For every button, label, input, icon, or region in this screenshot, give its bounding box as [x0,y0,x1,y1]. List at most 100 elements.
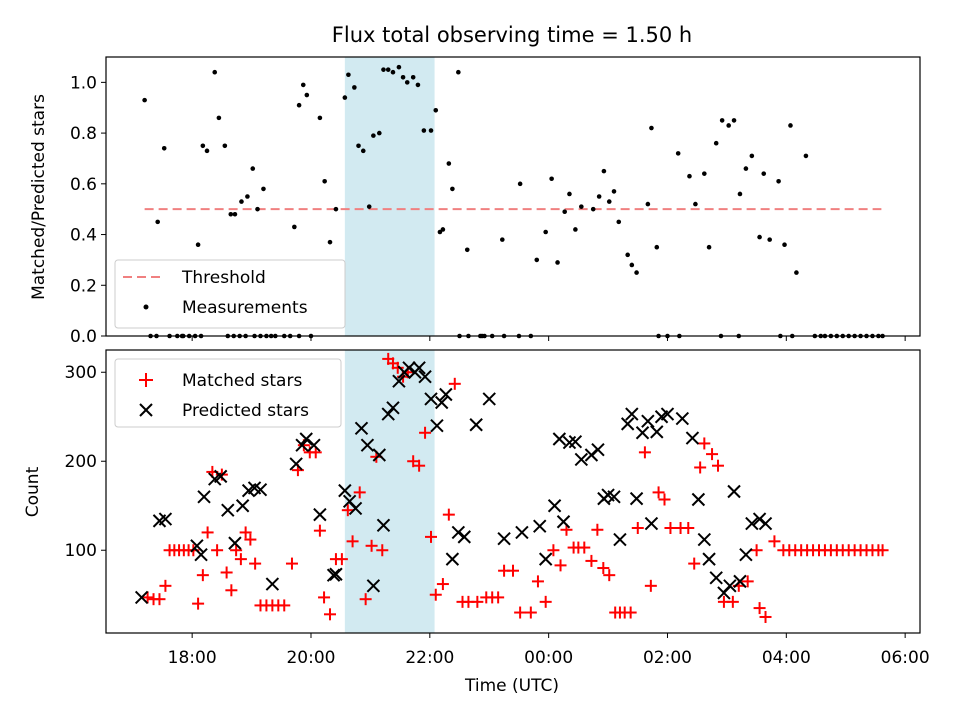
matched-star-point [141,591,154,604]
predicted-star-point [158,512,173,526]
matched-star-point [413,459,426,472]
x-tick-label: 18:00 [168,648,217,668]
top-panel-frame [105,56,921,337]
predicted-star-point [213,469,228,484]
predicted-star-point [629,491,644,506]
matched-star-point [376,544,389,557]
observing-window-shade [344,57,435,336]
predicted-star-point [289,457,303,471]
measurement-point [440,227,446,232]
measurement-point [702,171,707,176]
measurement-point [317,115,323,121]
predicted-star-point [228,536,242,550]
matched-star-point [211,544,224,557]
matched-star-point [638,446,651,459]
measurement-point [579,204,584,209]
measurement-point [573,227,578,232]
measurement-point [590,206,596,212]
predicted-star-point [482,392,496,406]
matched-star-point [507,564,519,577]
predicted-star-point [497,531,511,546]
matched-star-point [539,595,552,608]
matched-star-point [658,493,671,506]
predicted-star-point [607,490,621,504]
measurement-point [239,199,244,204]
measurement-point [761,171,767,176]
y-tick-label: 0.8 [70,124,97,144]
predicted-star-point [386,401,400,415]
measurement-point [500,237,505,242]
x-tick-label: 04:00 [762,648,811,668]
measurement-point [719,118,725,123]
measurement-point [456,69,461,75]
measurement-point [606,199,612,204]
measurement-point [731,118,737,123]
predicted-star-point [533,519,547,533]
measurement-point [543,229,548,235]
matched-star-point [759,610,772,623]
predicted-star-point [253,483,268,497]
predicted-star-point [265,577,280,591]
measurement-point [342,95,348,100]
matched-star-point [335,553,348,566]
matched-star-point [578,541,591,554]
measurement-point [534,257,540,263]
matched-star-point [750,544,763,557]
predicted-star-point [733,574,747,589]
matched-star-point [694,461,707,474]
predicted-star-point [338,483,352,498]
measurement-point [155,219,160,225]
predicted-star-point [515,525,529,540]
measurement-point [567,191,572,197]
predicted-star-point [366,579,381,593]
y-tick-label: 0.6 [70,175,97,195]
matched-star-point [425,530,438,543]
legend-predicted-swatch [139,403,153,417]
legend-threshold-label: Threshold [181,268,266,288]
matched-star-point [448,377,461,390]
measurement-point [446,161,452,166]
predicted-star-point [644,516,659,531]
predicted-star-point [538,552,553,566]
measurement-point [596,194,602,199]
measurement-point [794,270,799,275]
measurement-point [245,194,250,199]
measurement-point [737,191,743,197]
measurement-point [625,252,630,258]
predicted-star-point [691,492,706,507]
matched-star-point [346,535,359,548]
measurement-point [517,181,523,187]
top-legend-box [114,259,346,329]
measurement-point [743,166,749,171]
measurement-point [352,85,357,90]
measurement-point [377,130,382,136]
predicted-star-point [469,418,483,432]
predicted-star-point [660,407,675,421]
predicted-star-point [418,369,432,384]
legend-matched-label: Matched stars [182,371,302,391]
matched-star-point [225,584,238,597]
measurement-point [433,107,439,113]
matched-star-point [531,575,544,588]
matched-star-point [644,579,657,592]
measurement-point [396,64,402,70]
matched-star-point [876,544,889,557]
top-y-axis-label: Matched/Predicted stars [29,94,49,300]
measurement-point [360,148,366,154]
predicted-star-point [445,552,460,566]
measurement-point [195,242,201,247]
matched-star-point [192,597,205,610]
measurement-point [216,115,222,121]
measurement-point [562,209,567,215]
y-tick-label: 0.2 [70,276,97,296]
x-tick-label: 06:00 [881,648,930,668]
matched-star-point [777,544,790,557]
predicted-star-point [376,518,391,533]
matched-star-point [514,606,527,619]
measurement-point [232,211,238,217]
measurement-point [649,125,654,131]
predicted-star-point [758,516,773,531]
matched-star-point [726,595,739,608]
measurement-point [142,97,147,103]
legend-measurements-swatch [143,304,149,310]
